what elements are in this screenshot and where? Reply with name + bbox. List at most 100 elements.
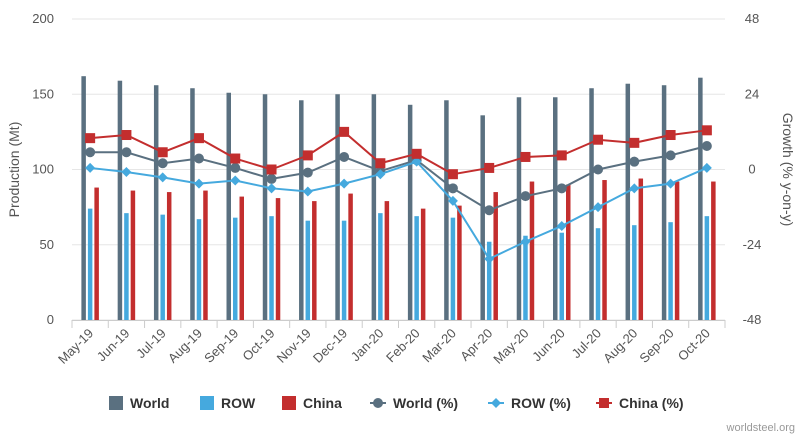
- x-tick-label: May-19: [55, 326, 96, 367]
- x-tick-label: May-20: [490, 326, 531, 367]
- bar-china: [312, 201, 317, 320]
- bar-china: [566, 184, 571, 320]
- bar-world: [698, 77, 703, 320]
- marker-china-pct: [85, 133, 96, 144]
- bar-world: [480, 115, 485, 320]
- marker-row-pct: [85, 162, 96, 173]
- marker-china-pct: [339, 126, 350, 137]
- line-world-pct: [90, 145, 708, 212]
- bar-world: [553, 97, 558, 320]
- bar-china: [239, 196, 244, 320]
- marker-china-pct: [665, 130, 676, 141]
- marker-row-pct: [230, 175, 241, 186]
- bar-row: [668, 222, 673, 320]
- legend-item[interactable]: China: [282, 395, 342, 411]
- marker-china-pct: [411, 148, 422, 159]
- bar-row: [233, 217, 238, 320]
- bar-china: [529, 181, 535, 320]
- marker-world-pct: [339, 151, 350, 162]
- legend-item[interactable]: World: [109, 395, 169, 411]
- bar-row: [378, 213, 383, 320]
- legend-item[interactable]: China (%): [596, 395, 684, 411]
- y-right-tick-label: -24: [743, 237, 762, 252]
- marker-row-pct: [520, 236, 531, 247]
- y-left-tick-label: 100: [32, 162, 54, 177]
- marker-row-pct: [593, 202, 604, 213]
- bar-row: [87, 208, 93, 320]
- legend-label: China (%): [619, 395, 684, 411]
- marker-row-pct: [339, 178, 350, 189]
- marker-world-pct: [85, 147, 96, 158]
- marker-china-pct: [520, 151, 531, 162]
- bar-china: [384, 201, 390, 320]
- marker-china-pct: [230, 153, 241, 164]
- bar-world: [226, 92, 231, 321]
- bar-world: [190, 88, 195, 320]
- marker-world-pct: [266, 173, 277, 184]
- marker-china-pct: [157, 147, 168, 158]
- line-series: [85, 125, 712, 264]
- bar-china: [130, 190, 136, 320]
- marker-china-pct: [121, 130, 132, 141]
- bar-row: [414, 216, 419, 320]
- marker-world-pct: [593, 164, 604, 175]
- y-right-axis-title: Growth (% y-on-y): [780, 113, 796, 227]
- y-left-tick-label: 50: [40, 237, 54, 252]
- bar-row: [595, 228, 601, 320]
- marker-world-pct: [447, 183, 458, 194]
- bar-world: [625, 83, 631, 320]
- bar-world: [299, 100, 304, 321]
- bar-china: [457, 205, 462, 320]
- x-tick-label: Apr-20: [457, 326, 495, 364]
- marker-row-pct: [266, 183, 277, 194]
- bar-row: [704, 216, 710, 320]
- marker-world-pct: [701, 140, 712, 151]
- bar-series: [81, 76, 716, 321]
- credit-text[interactable]: worldsteel.org: [726, 422, 795, 434]
- legend-item[interactable]: ROW (%): [488, 395, 571, 411]
- legend-label: ROW (%): [511, 395, 571, 411]
- x-tick-label: Aug-19: [165, 326, 205, 366]
- x-tick-label: Sep-20: [636, 326, 676, 366]
- y-right-tick-label: 24: [745, 86, 759, 101]
- line-row-pct: [90, 160, 708, 261]
- marker-world-pct: [556, 183, 567, 194]
- bar-row: [523, 235, 528, 320]
- bar-china: [203, 190, 208, 320]
- legend-swatch: [282, 396, 296, 410]
- marker-row-pct: [157, 172, 168, 183]
- line-china-pct: [90, 129, 707, 176]
- bar-china: [602, 180, 607, 320]
- legend[interactable]: World ROW China World (%) ROW (%) China (%): [109, 395, 684, 411]
- legend-item[interactable]: ROW: [200, 395, 256, 411]
- x-tick-label: Jul-19: [133, 326, 169, 362]
- marker-world-pct: [121, 147, 132, 158]
- bar-china: [420, 208, 426, 320]
- x-tick-label: Feb-20: [383, 326, 423, 366]
- marker-world-pct: [665, 150, 676, 161]
- bar-world: [117, 80, 123, 320]
- x-tick-label: Jun-20: [529, 326, 568, 365]
- marker-china-pct: [629, 137, 640, 148]
- legend-item[interactable]: World (%): [370, 395, 458, 411]
- legend-label: World: [130, 395, 169, 411]
- bar-row: [486, 241, 492, 320]
- bar-china: [166, 192, 172, 320]
- bar-row: [305, 220, 311, 320]
- y-right-tick-label: 48: [745, 11, 759, 26]
- y-left-tick-label: 150: [32, 86, 54, 101]
- x-tick-label: Dec-19: [310, 326, 350, 366]
- marker-world-pct: [302, 167, 313, 178]
- marker-china-pct: [484, 162, 495, 173]
- marker-row-pct: [629, 183, 640, 194]
- y-left-tick-label: 200: [32, 11, 54, 26]
- bar-china: [711, 181, 716, 320]
- bar-row: [269, 216, 274, 320]
- legend-label: China: [303, 395, 342, 411]
- marker-row-pct: [121, 167, 132, 178]
- bar-row: [160, 214, 165, 320]
- x-tick-label: Mar-20: [419, 326, 459, 366]
- legend-label: ROW: [221, 395, 256, 411]
- marker-china-pct: [593, 134, 604, 145]
- marker-row-pct: [701, 162, 712, 173]
